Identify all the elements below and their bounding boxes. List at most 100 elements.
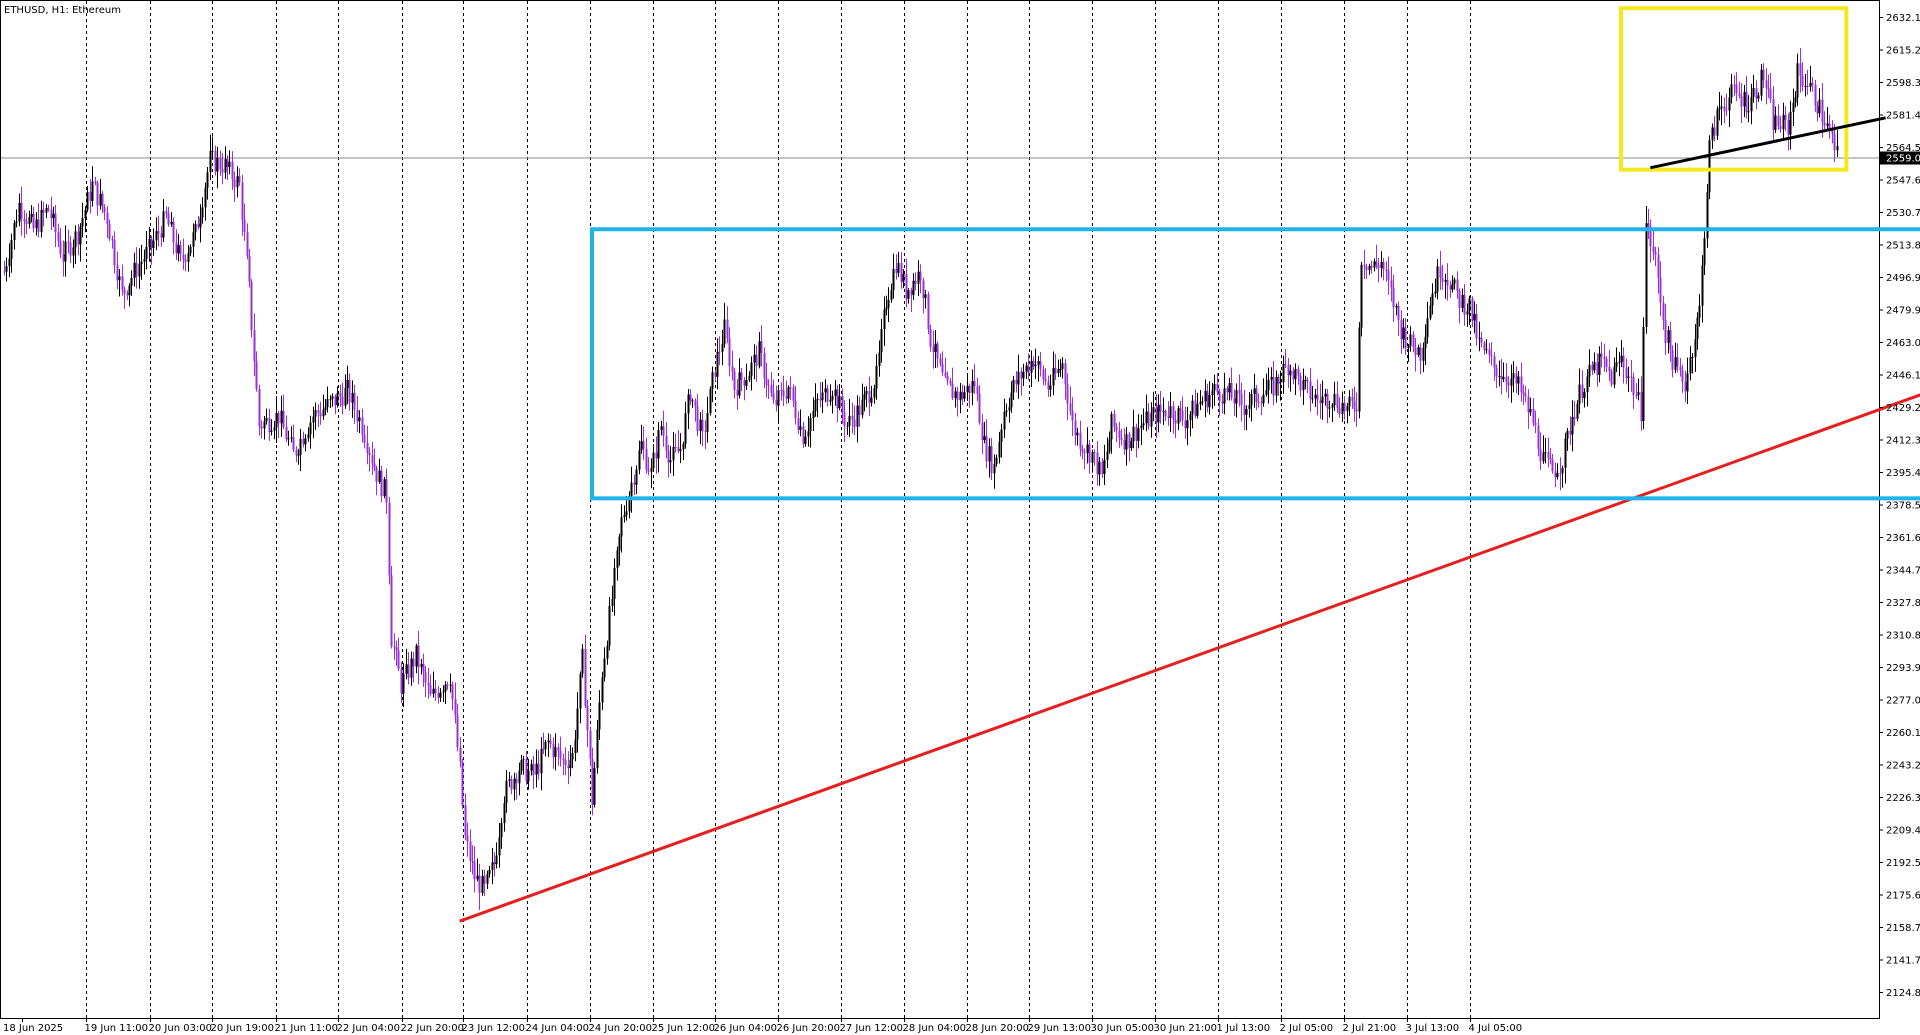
candle-body bbox=[1101, 461, 1104, 474]
candle-body bbox=[1657, 254, 1660, 278]
candle-body bbox=[900, 262, 903, 282]
candle-body bbox=[292, 437, 295, 450]
candle-body bbox=[714, 372, 717, 377]
candle-body bbox=[1311, 398, 1314, 400]
candle-body bbox=[537, 763, 540, 774]
y-tick-label: 2327.80 bbox=[1886, 598, 1920, 609]
candle-body bbox=[192, 232, 195, 247]
candle-body bbox=[1483, 342, 1486, 350]
candle-body bbox=[250, 281, 253, 331]
x-tick-label: 25 Jun 12:00 bbox=[652, 1023, 716, 1034]
candle-body bbox=[861, 399, 864, 416]
candle-body bbox=[1745, 92, 1748, 113]
candle-body bbox=[1647, 223, 1650, 227]
candle-body bbox=[1583, 392, 1586, 399]
x-tick-label: 19 Jun 11:00 bbox=[85, 1023, 149, 1034]
candle-body bbox=[677, 447, 680, 452]
candle-body bbox=[922, 280, 925, 298]
y-tick-label: 2277.07 bbox=[1886, 696, 1920, 707]
candle-body bbox=[738, 372, 741, 396]
candle-body bbox=[1542, 452, 1545, 462]
candle-body bbox=[598, 702, 601, 730]
candle-body bbox=[988, 446, 991, 462]
candle-body bbox=[895, 269, 898, 273]
candle-body bbox=[1554, 471, 1557, 477]
candle-body bbox=[1088, 444, 1091, 463]
candle-body bbox=[449, 684, 452, 686]
candle-body bbox=[731, 366, 734, 372]
candle-body bbox=[442, 691, 445, 693]
candle-body bbox=[1071, 411, 1074, 421]
candle-body bbox=[633, 482, 636, 485]
candle-body bbox=[1130, 441, 1133, 449]
candle-body bbox=[1794, 97, 1797, 103]
candle-body bbox=[339, 393, 342, 397]
candle-body bbox=[679, 449, 682, 452]
candle-body bbox=[1743, 92, 1746, 107]
candle-body bbox=[1593, 362, 1596, 371]
candle-body bbox=[201, 207, 204, 218]
candle-body bbox=[101, 193, 104, 207]
svg-text:2559.07: 2559.07 bbox=[1886, 154, 1920, 165]
candle-body bbox=[807, 431, 810, 437]
candle-body bbox=[611, 598, 614, 606]
candle-body bbox=[1777, 115, 1780, 127]
candle-body bbox=[1306, 379, 1309, 382]
candle-body bbox=[1186, 420, 1189, 429]
candle-body bbox=[1336, 393, 1339, 408]
neckline bbox=[1650, 116, 1886, 170]
drawing-objects[interactable] bbox=[459, 6, 1920, 923]
candle-body bbox=[295, 449, 298, 456]
candle-body bbox=[1735, 84, 1738, 94]
candle-body bbox=[407, 664, 410, 678]
candle-body bbox=[939, 358, 942, 364]
candle-body bbox=[1106, 451, 1109, 460]
candle-body bbox=[824, 388, 827, 393]
candle-body bbox=[1382, 261, 1385, 270]
candle-body bbox=[1103, 459, 1106, 474]
candle-body bbox=[1061, 363, 1064, 370]
candle-body bbox=[1240, 393, 1243, 406]
candle-body bbox=[809, 418, 812, 432]
candle-body bbox=[324, 407, 327, 410]
candle-body bbox=[1605, 358, 1608, 367]
candle-body bbox=[1162, 411, 1165, 413]
candle-body bbox=[902, 273, 905, 282]
candle-body bbox=[949, 380, 952, 384]
candle-body bbox=[1211, 390, 1214, 396]
x-tick-label: 1 Jul 13:00 bbox=[1217, 1023, 1271, 1034]
candle-body bbox=[1250, 393, 1253, 406]
candle-body bbox=[505, 780, 508, 804]
candle-body bbox=[1189, 414, 1192, 421]
candle-body bbox=[488, 870, 491, 875]
candle-body bbox=[1456, 279, 1459, 291]
candle-body bbox=[1226, 388, 1229, 393]
candle-body bbox=[718, 351, 721, 353]
candle-body bbox=[1042, 369, 1045, 380]
candle-body bbox=[1010, 392, 1013, 408]
candle-body bbox=[1493, 356, 1496, 368]
candle-body bbox=[228, 161, 231, 168]
candle-body bbox=[905, 273, 908, 299]
candle-body bbox=[1377, 264, 1380, 269]
candle-body bbox=[1559, 473, 1562, 475]
candle-body bbox=[532, 764, 535, 775]
candle-body bbox=[799, 426, 802, 430]
candle-body bbox=[1076, 432, 1079, 436]
candle-body bbox=[1787, 119, 1790, 135]
candle-body bbox=[1485, 349, 1488, 351]
candle-body bbox=[322, 409, 325, 417]
candle-body bbox=[912, 280, 915, 296]
candle-body bbox=[8, 258, 11, 267]
candle-body bbox=[1551, 459, 1554, 472]
candle-body bbox=[745, 379, 748, 386]
x-tick-label: 23 Jun 12:00 bbox=[462, 1023, 526, 1034]
candle-body bbox=[375, 467, 378, 482]
candle-body bbox=[608, 605, 611, 646]
y-tick-label: 2513.81 bbox=[1886, 241, 1920, 252]
candle-body bbox=[388, 502, 391, 576]
candle-body bbox=[1436, 266, 1439, 292]
candle-body bbox=[1235, 390, 1238, 404]
candle-body bbox=[777, 390, 780, 406]
